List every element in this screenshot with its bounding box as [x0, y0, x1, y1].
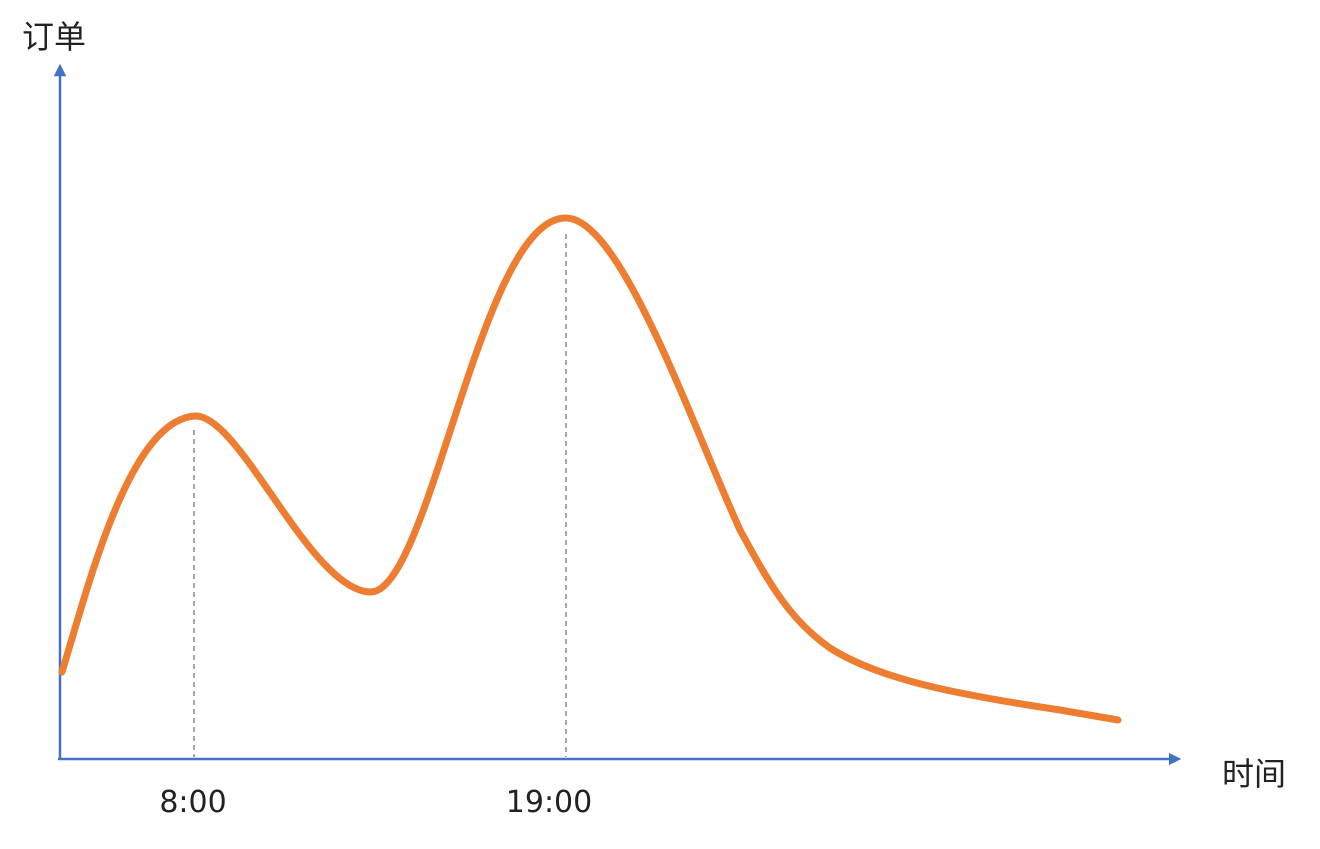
y-axis-label: 订单	[22, 18, 86, 56]
marker-label: 8:00	[159, 785, 226, 820]
marker-label: 19:00	[506, 785, 592, 820]
x-axis-label: 时间	[1222, 755, 1286, 793]
order-curve	[58, 214, 1122, 724]
